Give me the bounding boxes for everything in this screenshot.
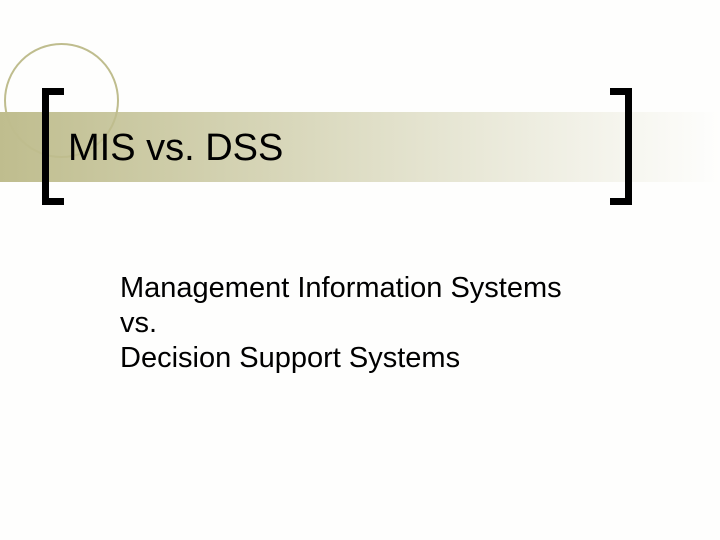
right-bracket-icon (610, 88, 632, 205)
slide: MIS vs. DSS Management Information Syste… (0, 0, 720, 540)
slide-title: MIS vs. DSS (68, 127, 283, 170)
subtitle-line: Decision Support Systems (120, 341, 650, 376)
left-bracket-icon (42, 88, 64, 205)
subtitle-line: vs. (120, 306, 650, 341)
slide-subtitle: Management Information Systems vs. Decis… (120, 271, 650, 375)
subtitle-line: Management Information Systems (120, 271, 650, 306)
